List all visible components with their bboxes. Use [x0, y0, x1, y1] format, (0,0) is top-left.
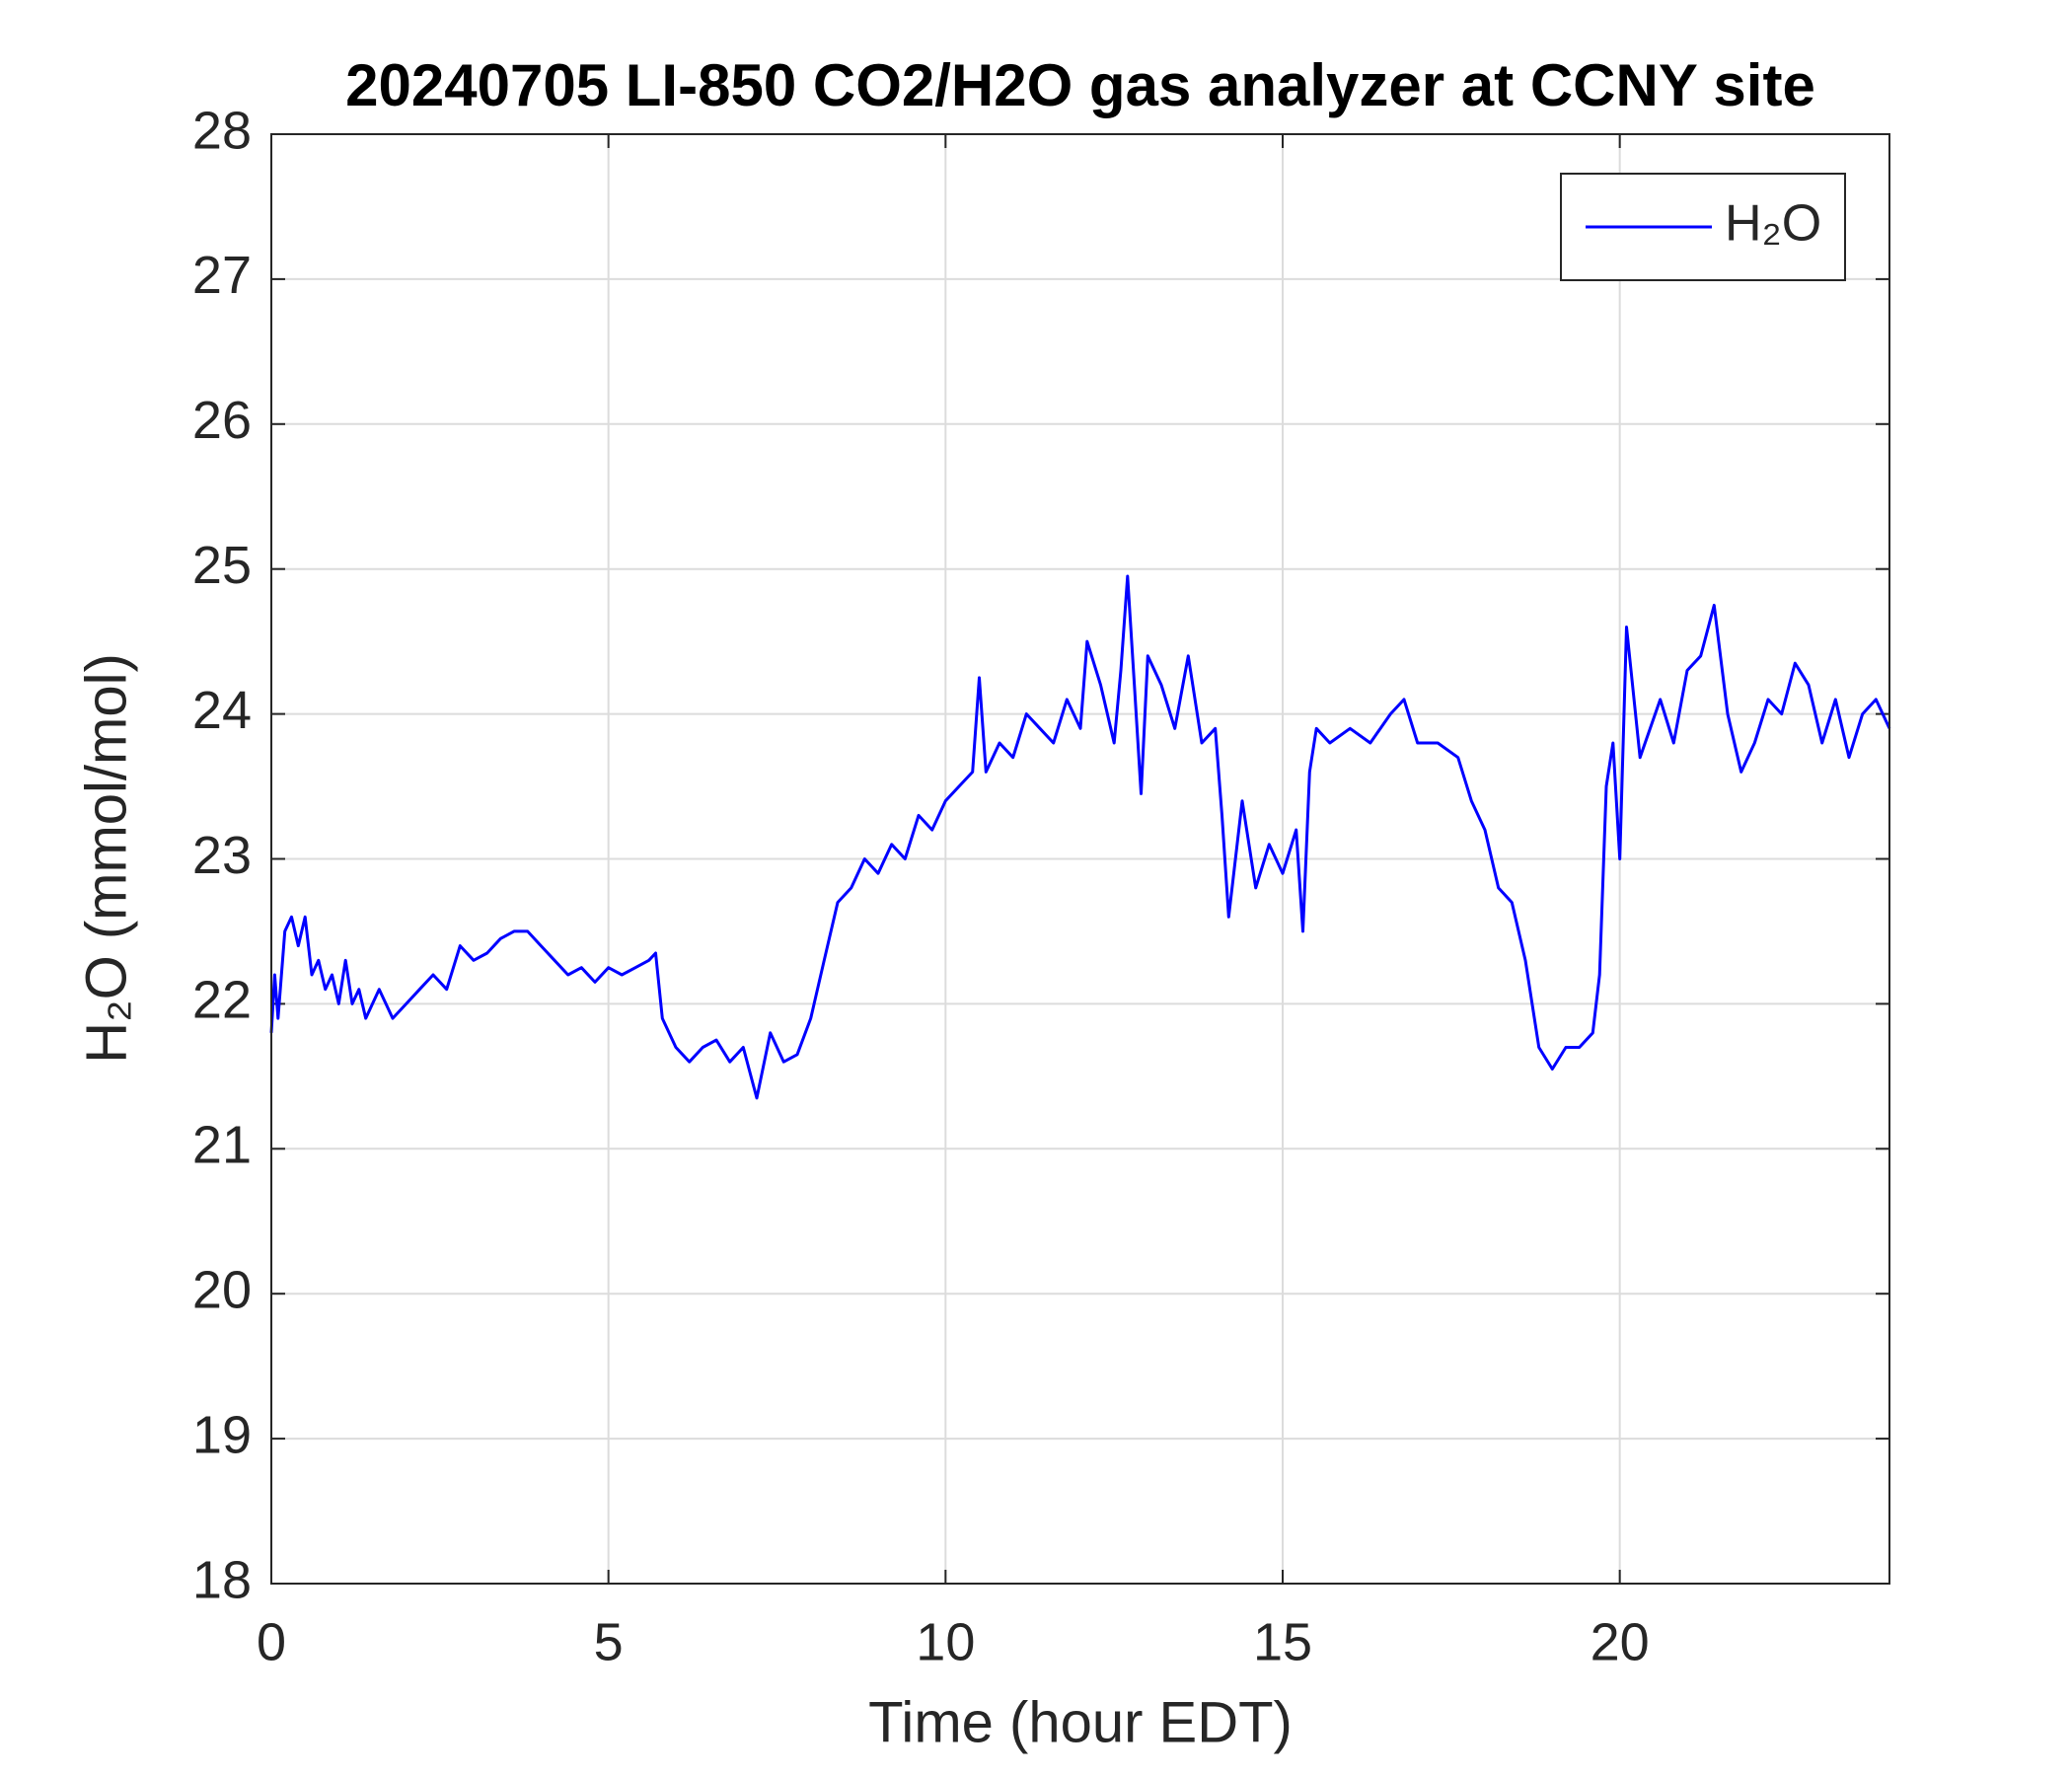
x-tick-label: 20 — [1591, 1612, 1650, 1671]
y-axis-label: H₂O (mmol/mol) — [74, 653, 138, 1064]
x-tick-label: 10 — [916, 1612, 975, 1671]
y-tick-label: 21 — [192, 1116, 252, 1175]
y-tick-label: 22 — [192, 971, 252, 1030]
y-tick-label: 28 — [192, 101, 252, 160]
y-tick-label: 26 — [192, 391, 252, 450]
x-axis-label: Time (hour EDT) — [868, 1690, 1293, 1754]
y-tick-label: 23 — [192, 826, 252, 885]
x-tick-label: 5 — [594, 1612, 624, 1671]
y-tick-label: 27 — [192, 246, 252, 305]
chart-title: 20240705 LI-850 CO2/H2O gas analyzer at … — [345, 52, 1815, 118]
plot-frame — [270, 133, 1890, 1585]
y-tick-label: 24 — [192, 681, 252, 740]
x-tick-label: 15 — [1253, 1612, 1312, 1671]
y-tick-label: 18 — [192, 1550, 252, 1609]
data-line — [269, 574, 1891, 1100]
y-tick-label: 19 — [192, 1405, 252, 1464]
x-tick-label: 0 — [257, 1612, 286, 1671]
legend-label: H₂O — [1725, 195, 1821, 253]
y-tick-label: 20 — [192, 1260, 252, 1319]
y-tick-label: 25 — [192, 536, 252, 595]
